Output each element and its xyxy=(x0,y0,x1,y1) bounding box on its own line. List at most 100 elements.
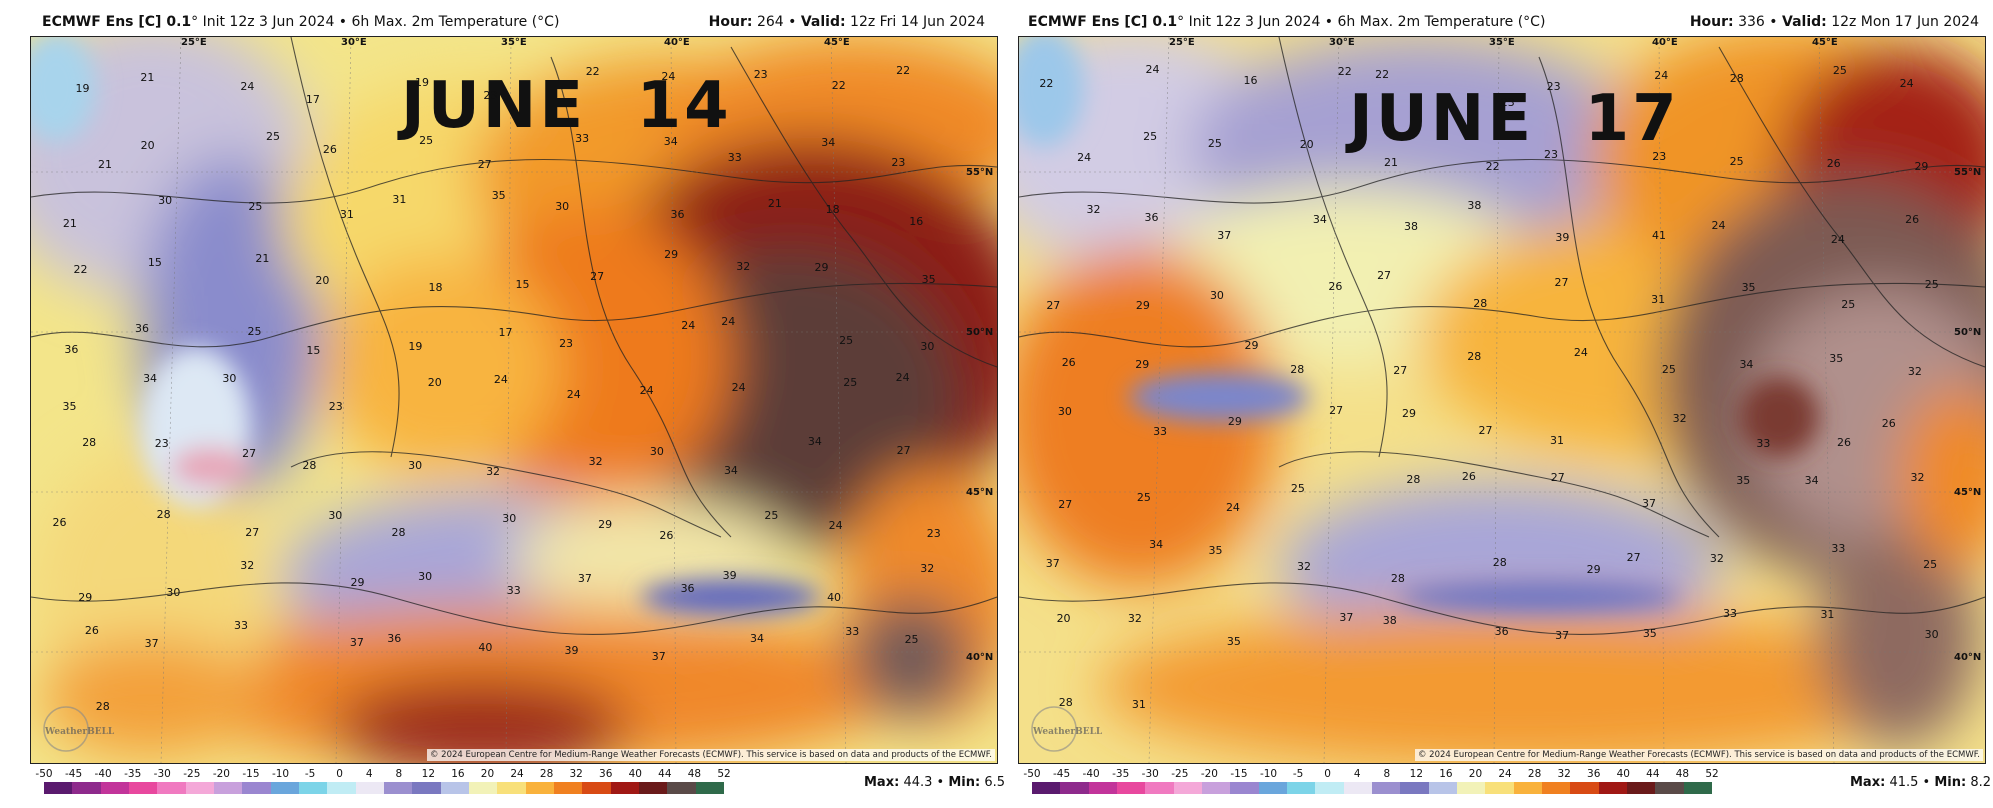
temperature-value: 25 xyxy=(1841,298,1856,312)
temperature-value: 26 xyxy=(659,528,674,542)
colorbar-segment xyxy=(1428,782,1458,794)
temperature-value: 15 xyxy=(306,343,321,357)
temperature-value: 20 xyxy=(1299,137,1314,151)
colorbar-segment xyxy=(1202,782,1231,794)
header-right: Hour: 264 • Valid: 12z Fri 14 Jun 2024 xyxy=(708,14,985,30)
temperature-value: 24 xyxy=(1077,150,1092,164)
temperature-value: 38 xyxy=(1467,198,1482,212)
colorbar-tick-label: -20 xyxy=(212,768,230,780)
temperature-value: 35 xyxy=(1741,280,1756,294)
colorbar-segment xyxy=(44,782,73,794)
colorbar-tick-label: -40 xyxy=(94,768,112,780)
model-name: ECMWF Ens [C] 0.1 xyxy=(42,14,192,30)
colorbar-segment xyxy=(1485,782,1515,794)
temperature-value: 24 xyxy=(1899,76,1914,90)
temperature-value: 28 xyxy=(156,507,171,521)
temperature-value: 25 xyxy=(1207,137,1222,151)
temperature-value: 34 xyxy=(821,136,836,150)
temperature-value: 32 xyxy=(1910,471,1925,485)
temperature-value: 27 xyxy=(590,269,605,283)
temperature-value: 29 xyxy=(1135,357,1150,371)
max-min-readout: Max: 41.5 • Min: 8.2 xyxy=(1850,775,1992,790)
temperature-value: 25 xyxy=(247,324,262,338)
colorbar-tick-label: 4 xyxy=(365,768,373,780)
temperature-value: 23 xyxy=(891,156,906,170)
temperature-value: 32 xyxy=(1296,560,1311,574)
colorbar-tick-label: 8 xyxy=(395,768,403,780)
colorbar-tick-label: -50 xyxy=(1023,768,1041,780)
temperature-value: 28 xyxy=(1467,350,1482,364)
colorbar-segment xyxy=(1117,782,1146,794)
temperature-value: 35 xyxy=(491,188,506,202)
valid-value: 12z Mon 17 Jun 2024 xyxy=(1831,14,1979,30)
colorbar-tick-label: 16 xyxy=(451,768,465,780)
temperature-value: 28 xyxy=(302,459,317,473)
temperature-value: 30 xyxy=(1209,289,1224,303)
temperature-value: 15 xyxy=(515,277,530,291)
temperature-value: 29 xyxy=(664,248,679,262)
temperature-value: 29 xyxy=(1586,562,1601,576)
temperature-value: 24 xyxy=(566,388,581,402)
temperature-value: 15 xyxy=(147,255,162,269)
temperature-value: 23 xyxy=(1652,150,1667,164)
temperature-value: 28 xyxy=(1290,362,1305,376)
temperature-value: 30 xyxy=(222,371,237,385)
temperature-value: 31 xyxy=(1131,698,1146,712)
temperature-value: 37 xyxy=(1339,610,1354,624)
max-label: Max: xyxy=(1850,775,1886,790)
temperature-value: 23 xyxy=(559,337,574,351)
temperature-value: 30 xyxy=(408,458,423,472)
temperature-value: 28 xyxy=(1729,72,1744,86)
colorbar-segment xyxy=(469,782,498,794)
temperature-value: 32 xyxy=(1127,612,1142,626)
temperature-value: 34 xyxy=(1804,474,1819,488)
temperature-value: 36 xyxy=(64,342,79,356)
temperature-value: 25 xyxy=(1661,362,1676,376)
temperature-value: 29 xyxy=(598,518,613,532)
temperature-value: 30 xyxy=(166,585,181,599)
temperature-value: 28 xyxy=(1473,297,1488,311)
temperature-value: 35 xyxy=(1829,351,1844,365)
hour-label: Hour: xyxy=(708,14,753,30)
temperature-value: 24 xyxy=(661,70,676,84)
temperature-value: 25 xyxy=(419,133,434,147)
temperature-value: 25 xyxy=(839,333,854,347)
colorbar-segment xyxy=(1457,782,1486,794)
temperature-value: 34 xyxy=(723,463,738,477)
overlay-date-title: JUNE 17 xyxy=(1349,82,1680,156)
temperature-value: 29 xyxy=(350,575,365,589)
colorbar-tick-label: 32 xyxy=(1557,768,1571,780)
colorbar-segment xyxy=(667,782,697,794)
header-left: ECMWF Ens [C] 0.1° Init 12z 3 Jun 2024 •… xyxy=(42,14,559,30)
temperature-value: 34 xyxy=(1312,213,1327,227)
temperature-value: 19 xyxy=(415,76,430,90)
min-label: Min: xyxy=(1934,775,1967,790)
temperature-value: 24 xyxy=(639,383,654,397)
temperature-value: 37 xyxy=(1045,556,1060,570)
temperature-value: 30 xyxy=(328,509,343,523)
temperature-value: 27 xyxy=(1329,404,1344,418)
colorbar xyxy=(44,782,725,794)
temperature-value: 17 xyxy=(498,325,513,339)
colorbar-ticks: -50 -45 -40 -35 -30 -25 -20 -15 -10 -5 0 4 8 12 16 20 24… xyxy=(1023,768,1718,780)
temperature-value: 33 xyxy=(1756,436,1771,450)
panel-june-17: ECMWF Ens [C] 0.1° Init 12z 3 Jun 2024 •… xyxy=(1000,0,1993,808)
panel-june-14: ECMWF Ens [C] 0.1° Init 12z 3 Jun 2024 •… xyxy=(0,0,1005,808)
colorbar-segment xyxy=(1060,782,1090,794)
colorbar-segment xyxy=(610,782,640,794)
colorbar-segment xyxy=(327,782,357,794)
lon-label: 40°E xyxy=(1652,37,1678,48)
temperature-value: 34 xyxy=(807,435,822,449)
temperature-value: 36 xyxy=(1494,625,1509,639)
colorbar-segment xyxy=(214,782,243,794)
temperature-value: 22 xyxy=(585,64,600,78)
temperature-value: 32 xyxy=(736,259,751,273)
temperature-value: 26 xyxy=(84,624,99,638)
temperature-value: 23 xyxy=(1500,96,1515,110)
temperature-value: 23 xyxy=(926,526,941,540)
temperature-value: 32 xyxy=(588,455,603,469)
temperature-value: 26 xyxy=(1881,417,1896,431)
colorbar-segment xyxy=(1145,782,1175,794)
colorbar-ticks: -50 -45 -40 -35 -30 -25 -20 -15 -10 -5 0 4 8 12 16 20 24… xyxy=(35,768,730,780)
lon-label: 30°E xyxy=(341,37,367,48)
